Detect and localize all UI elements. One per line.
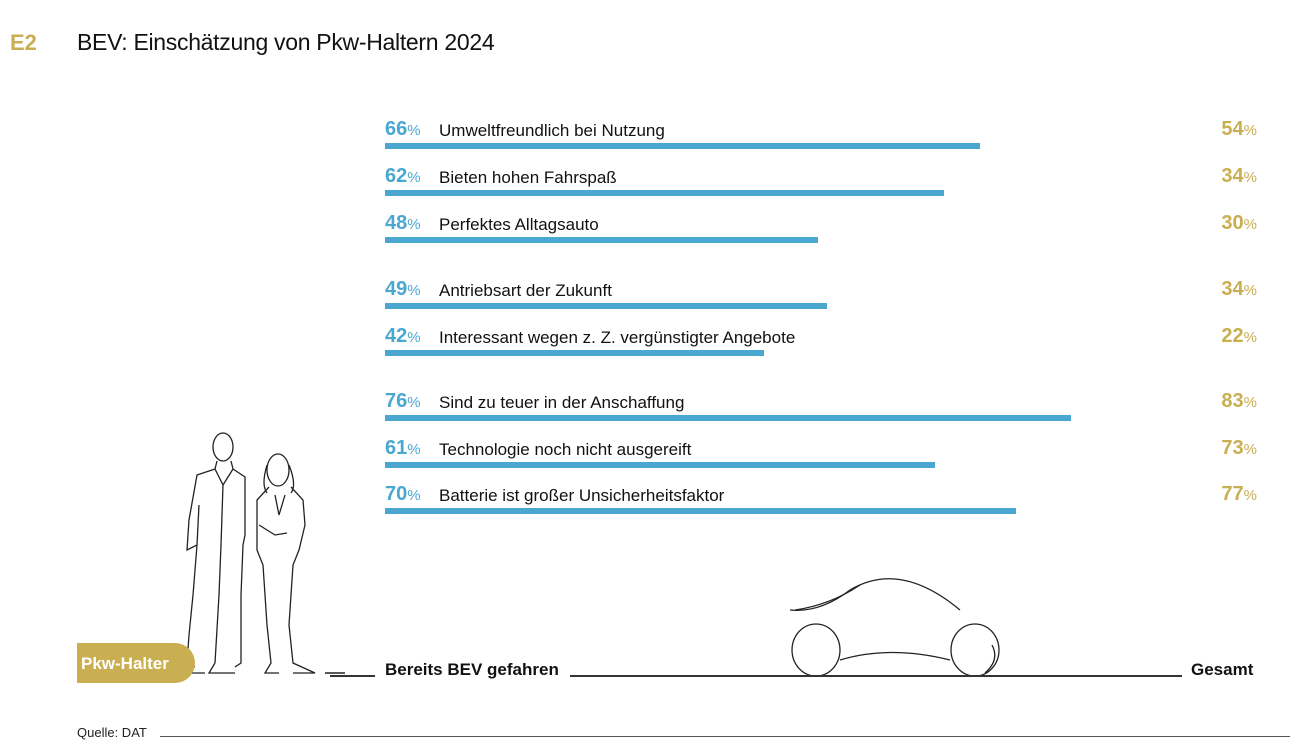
bar-row: 66% Umweltfreundlich bei Nutzung 54% — [385, 118, 1260, 158]
total-value-label: 34% — [1221, 278, 1257, 300]
bev-bar — [385, 462, 936, 468]
total-value-label: 77% — [1221, 483, 1257, 505]
bev-bar — [385, 350, 764, 356]
category-label: Perfektes Alltagsauto — [439, 215, 599, 234]
total-value-label: 83% — [1221, 390, 1257, 412]
bev-value-label: 49% — [385, 278, 421, 300]
footer-rule — [160, 736, 1290, 737]
total-value-label: 22% — [1221, 325, 1257, 347]
car-illustration-icon — [789, 578, 1000, 677]
bev-value-label: 66% — [385, 118, 421, 140]
pkw-halter-badge: Pkw-Halter — [77, 643, 195, 683]
bev-bar — [385, 508, 1017, 514]
legend-total: Gesamt — [1191, 660, 1254, 679]
category-label: Batterie ist großer Unsicherheitsfaktor — [439, 486, 725, 505]
bar-row: 61% Technologie noch nicht ausgereift 73… — [385, 437, 1260, 477]
people-illustration-icon — [182, 432, 345, 674]
bev-value-label: 76% — [385, 390, 421, 412]
total-value-label: 73% — [1221, 437, 1257, 459]
bev-value-label: 61% — [385, 437, 421, 459]
total-value-label: 30% — [1221, 212, 1257, 234]
total-value-label: 54% — [1221, 118, 1257, 140]
divider — [570, 675, 1182, 677]
bev-bar — [385, 303, 827, 309]
badge-label: Pkw-Halter — [81, 654, 169, 673]
total-value-label: 34% — [1221, 165, 1257, 187]
divider — [330, 675, 375, 677]
page-title: BEV: Einschätzung von Pkw-Haltern 2024 — [77, 29, 495, 55]
bev-value-label: 62% — [385, 165, 421, 187]
figure-code: E2 — [10, 30, 37, 55]
bev-bar — [385, 190, 945, 196]
category-label: Interessant wegen z. Z. vergünstigter An… — [439, 328, 796, 347]
bar-row: 48% Perfektes Alltagsauto 30% — [385, 212, 1260, 252]
bev-bar — [385, 415, 1071, 421]
bar-row: 70% Batterie ist großer Unsicherheitsfak… — [385, 483, 1260, 523]
bar-row: 62% Bieten hohen Fahrspaß 34% — [385, 165, 1260, 205]
bev-bar — [385, 143, 981, 149]
category-label: Antriebsart der Zukunft — [439, 281, 612, 300]
legend-bev-driven: Bereits BEV gefahren — [385, 660, 559, 679]
category-label: Sind zu teuer in der Anschaffung — [439, 393, 685, 412]
source-note: Quelle: DAT — [77, 725, 147, 740]
bev-bar — [385, 237, 818, 243]
category-label: Technologie noch nicht ausgereift — [439, 440, 692, 459]
bev-value-label: 48% — [385, 212, 421, 234]
bar-row: 76% Sind zu teuer in der Anschaffung 83% — [385, 390, 1260, 430]
bev-value-label: 70% — [385, 483, 421, 505]
bar-row: 42% Interessant wegen z. Z. vergünstigte… — [385, 325, 1260, 365]
bar-row: 49% Antriebsart der Zukunft 34% — [385, 278, 1260, 318]
category-label: Bieten hohen Fahrspaß — [439, 168, 617, 187]
bev-value-label: 42% — [385, 325, 421, 347]
category-label: Umweltfreundlich bei Nutzung — [439, 121, 665, 140]
